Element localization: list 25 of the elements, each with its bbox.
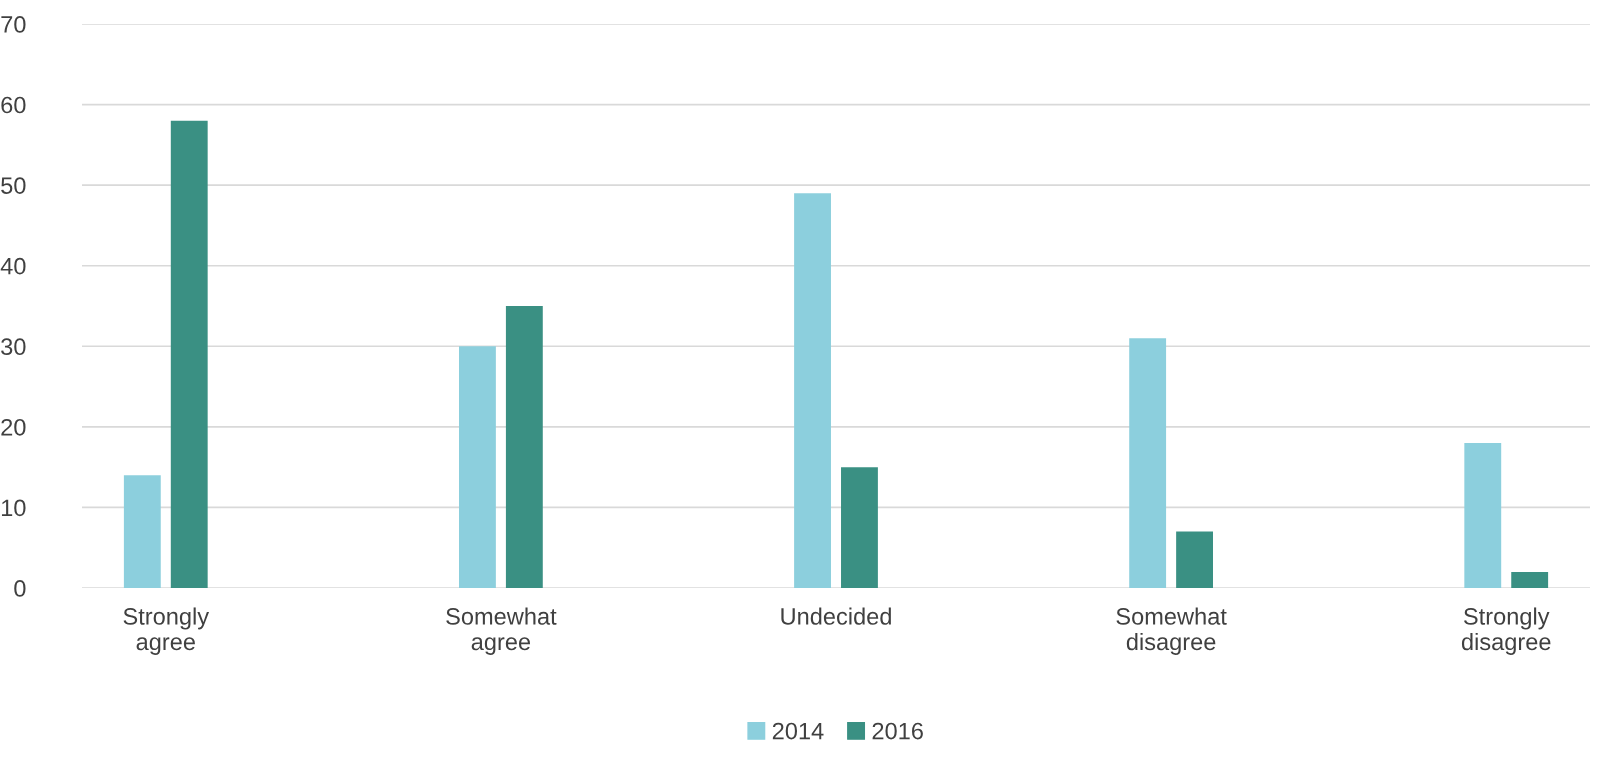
y-tick-label: 40 [0,257,26,275]
bar [505,306,543,588]
x-tick-label: Undecided [781,607,891,625]
y-tick-label: 20 [1,418,26,436]
y-tick-label: 0 [14,580,26,597]
bar [1129,338,1167,588]
bar [123,475,161,588]
y-tick-label: 70 [1,16,26,33]
bar [1176,531,1213,588]
x-tick-label: Somewhat agree [446,607,557,655]
bar [1511,571,1549,588]
bar [459,346,496,588]
y-tick-label: 60 [1,96,26,114]
x-tick-label: Strongly disagree [1461,607,1551,655]
legend-label: 2014 [772,722,824,740]
legend-label: 2016 [872,722,923,740]
bar [794,193,831,588]
bar [170,120,208,588]
bar [1464,442,1502,588]
y-tick-label: 50 [1,177,26,194]
bar [841,467,878,588]
y-tick-label: 10 [1,499,26,517]
y-tick-label: 30 [1,338,26,356]
x-tick-label: Strongly agree [123,607,210,655]
x-tick-label: Somewhat disagree [1116,607,1227,655]
